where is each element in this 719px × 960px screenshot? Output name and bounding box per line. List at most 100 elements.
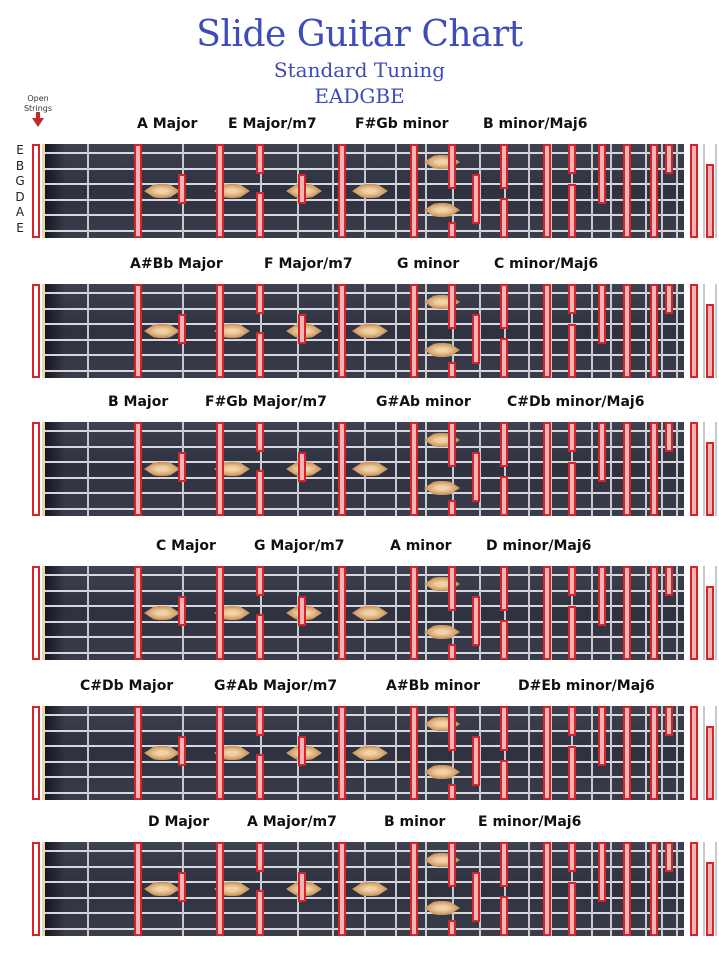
fret-wire [332, 422, 334, 516]
fret-wire [425, 566, 427, 660]
fret-wire [332, 144, 334, 238]
slide-marker [448, 842, 456, 887]
slide-marker [500, 144, 508, 189]
slide-marker [598, 842, 606, 902]
string-name: E [16, 220, 24, 235]
slide-marker [500, 706, 508, 751]
fret-wire [452, 842, 454, 936]
chord-label: C#Db minor/Maj6 [507, 394, 645, 410]
slide-marker [178, 872, 186, 902]
tuning-label: EADGBE [314, 84, 405, 108]
fret-wire [528, 144, 530, 238]
chord-label: G Major/m7 [254, 538, 345, 554]
chord-label: A Major [137, 116, 198, 132]
slide-marker [543, 144, 551, 238]
fret-inlay [144, 462, 180, 476]
slide-marker [500, 620, 508, 660]
fret-wire [332, 706, 334, 800]
fret-wire [87, 842, 89, 936]
fret-wire [661, 144, 663, 238]
fret-wire [645, 284, 647, 378]
slide-marker [338, 422, 346, 516]
nut [42, 566, 45, 660]
fret-wire [528, 284, 530, 378]
fret-wire [645, 144, 647, 238]
fret-wire [676, 422, 678, 516]
fret-wire [528, 706, 530, 800]
slide-marker [256, 332, 264, 378]
fret-wire [528, 422, 530, 516]
fret-wire [260, 144, 262, 238]
open-string-marker [32, 284, 40, 378]
string-line [42, 198, 684, 201]
slide-marker [410, 284, 418, 378]
chord-label: B minor [384, 814, 446, 830]
slide-marker [598, 284, 606, 344]
slide-marker [298, 736, 306, 766]
string-line [42, 896, 684, 899]
fret-wire [528, 566, 530, 660]
fret-wire [87, 284, 89, 378]
slide-marker [568, 422, 576, 452]
slide-marker [665, 284, 673, 314]
string-name: G [15, 174, 25, 188]
string-names: E B G D A E [12, 143, 28, 236]
down-arrow-icon [36, 112, 40, 119]
string-line [42, 651, 684, 654]
fret-wire [661, 706, 663, 800]
fret-wire [87, 566, 89, 660]
nut-shadow [45, 566, 65, 660]
slide-marker [216, 706, 224, 800]
fret-wire [260, 284, 262, 378]
slide-marker [568, 462, 576, 516]
slide-marker [298, 596, 306, 626]
fret-wire [395, 284, 397, 378]
fret-inlay [352, 746, 388, 760]
fret-wire [591, 144, 593, 238]
fret-wire [550, 284, 552, 378]
slide-marker [623, 422, 631, 516]
slide-marker [690, 566, 698, 660]
fret-wire [479, 284, 481, 378]
nut-shadow [45, 144, 65, 238]
slide-marker [410, 144, 418, 238]
chord-label: A minor [390, 538, 452, 554]
slide-marker [216, 422, 224, 516]
fret-wire [676, 284, 678, 378]
fret-wire [661, 566, 663, 660]
slide-marker [472, 452, 480, 502]
fret-wire [676, 144, 678, 238]
slide-marker [448, 566, 456, 611]
slide-marker [134, 284, 142, 378]
slide-marker [216, 144, 224, 238]
slide-marker [706, 442, 714, 516]
nut [42, 842, 45, 936]
nut [42, 422, 45, 516]
slide-marker [178, 736, 186, 766]
slide-marker [706, 164, 714, 238]
fret-inlay [144, 184, 180, 198]
fret-inlay [352, 606, 388, 620]
slide-marker [448, 920, 456, 936]
slide-marker [598, 706, 606, 766]
slide-marker [448, 706, 456, 751]
fret-wire [703, 706, 705, 800]
string-name: B [15, 158, 25, 173]
nut [42, 144, 45, 238]
string-line [42, 292, 684, 294]
chord-label: G#Ab Major/m7 [214, 678, 338, 694]
slide-marker [216, 842, 224, 936]
fret-wire [332, 842, 334, 936]
fret-wire [395, 706, 397, 800]
slide-marker [500, 284, 508, 329]
slide-marker [448, 784, 456, 800]
fret-wire [260, 422, 262, 516]
fret-wire [550, 566, 552, 660]
slide-marker [448, 644, 456, 660]
fret-wire [703, 842, 705, 936]
slide-marker [472, 314, 480, 364]
fret-wire [395, 144, 397, 238]
string-line [42, 430, 684, 432]
slide-marker [623, 706, 631, 800]
fret-inlay [352, 184, 388, 198]
